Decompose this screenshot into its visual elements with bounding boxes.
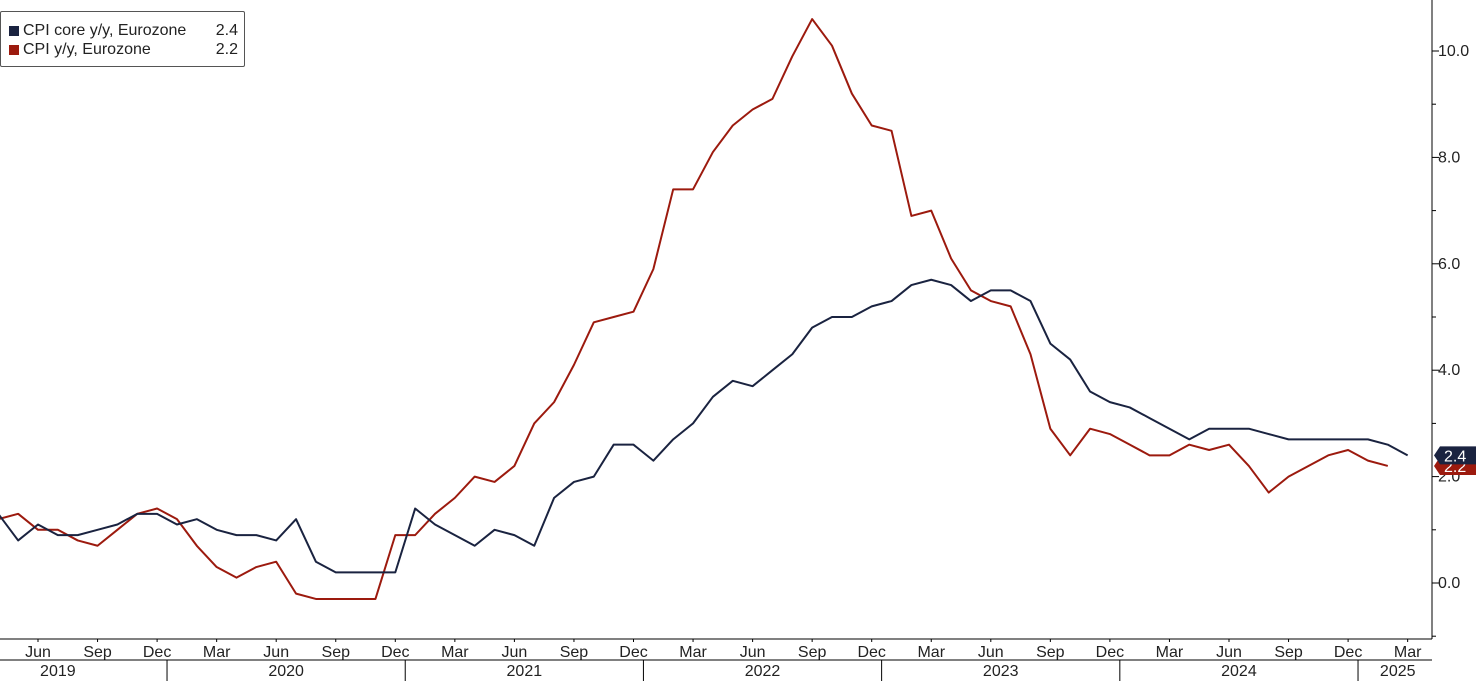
legend-label-cpi: CPI y/y, Eurozone — [23, 41, 151, 58]
year-label: 2019 — [40, 663, 76, 680]
legend-label-cpi-core: CPI core y/y, Eurozone — [23, 22, 187, 39]
y-tick-label: 8.0 — [1438, 149, 1460, 166]
y-tick-label: 6.0 — [1438, 256, 1460, 273]
last-value-tags: 2.22.4 — [1434, 446, 1476, 476]
x-tick-label: Sep — [322, 644, 351, 661]
x-tick-label: Dec — [1334, 644, 1362, 661]
x-tick-label: Mar — [1394, 644, 1422, 661]
x-tick-label: Jun — [1216, 644, 1242, 661]
legend-swatch-cpi-core — [9, 26, 19, 36]
y-tick-label: 0.0 — [1438, 575, 1460, 592]
x-tick-label: Jun — [502, 644, 528, 661]
x-tick-label: Jun — [263, 644, 289, 661]
year-label: 2023 — [983, 663, 1019, 680]
year-label: 2025 — [1380, 663, 1416, 680]
x-tick-label: Sep — [1274, 644, 1303, 661]
legend-swatch-cpi — [9, 45, 19, 55]
x-tick-label: Mar — [679, 644, 707, 661]
legend-value-cpi: 2.2 — [215, 41, 238, 58]
x-tick-label: Jun — [740, 644, 766, 661]
y-tick-label: 4.0 — [1438, 362, 1460, 379]
last-value-tag-cpi-core-text: 2.4 — [1444, 448, 1466, 465]
legend: CPI core y/y, Eurozone 2.4 CPI y/y, Euro… — [0, 11, 245, 67]
x-tick-label: Dec — [1096, 644, 1124, 661]
x-tick-label: Mar — [917, 644, 945, 661]
year-label: 2024 — [1221, 663, 1257, 680]
x-tick-label: Dec — [857, 644, 885, 661]
legend-entry-cpi-core: CPI core y/y, Eurozone 2.4 — [7, 22, 242, 40]
year-label: 2022 — [745, 663, 781, 680]
x-tick-label: Mar — [441, 644, 469, 661]
year-label: 2020 — [268, 663, 304, 680]
year-label: 2021 — [507, 663, 543, 680]
x-tick-label: Sep — [83, 644, 112, 661]
series-layer — [0, 18, 1409, 600]
x-tick-label: Sep — [798, 644, 827, 661]
x-tick-label: Sep — [1036, 644, 1065, 661]
series-line-cpi-core — [0, 278, 1409, 574]
x-tick-label: Mar — [203, 644, 231, 661]
x-tick-label: Mar — [1156, 644, 1184, 661]
x-tick-label: Dec — [143, 644, 171, 661]
series-line-cpi — [0, 18, 1389, 600]
x-tick-label: Jun — [25, 644, 51, 661]
x-tick-label: Jun — [978, 644, 1004, 661]
y-tick-label: 10.0 — [1438, 43, 1469, 60]
x-tick-label: Sep — [560, 644, 589, 661]
last-value-tag-cpi-core-shape — [1434, 446, 1476, 465]
x-tick-label: Dec — [381, 644, 409, 661]
x-tick-label: Dec — [619, 644, 647, 661]
legend-value-cpi-core: 2.4 — [215, 22, 238, 39]
legend-entry-cpi: CPI y/y, Eurozone 2.2 — [7, 41, 242, 59]
